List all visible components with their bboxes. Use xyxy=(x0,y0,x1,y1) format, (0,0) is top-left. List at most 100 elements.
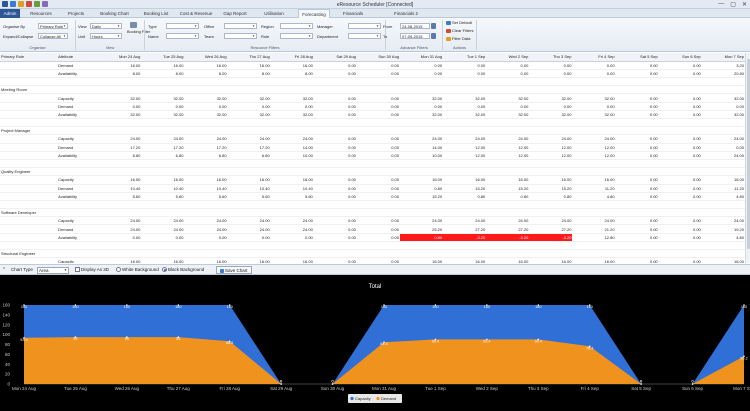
value-cell[interactable] xyxy=(443,118,487,128)
value-cell[interactable]: 10.00 xyxy=(270,151,314,160)
attribute-cell[interactable] xyxy=(57,85,99,95)
value-cell[interactable]: 16.00 xyxy=(270,61,314,70)
value-cell[interactable]: 4.80 xyxy=(701,233,745,242)
value-cell[interactable]: 0.00 xyxy=(615,102,659,111)
value-cell[interactable]: 24.00 xyxy=(400,216,444,226)
legend-item-demand[interactable]: Demand xyxy=(381,396,396,401)
tab-admin[interactable]: Admin xyxy=(0,9,20,18)
value-cell[interactable]: 32.00 xyxy=(270,110,314,120)
attribute-cell[interactable]: Capacity xyxy=(57,216,99,226)
team-select[interactable]: ▼ xyxy=(224,33,257,39)
role-cell[interactable] xyxy=(0,233,58,242)
value-cell[interactable] xyxy=(486,159,530,169)
expand-collapse-select[interactable]: Collapse All ▼ xyxy=(38,33,68,39)
value-cell[interactable] xyxy=(615,159,659,169)
value-cell[interactable]: 0.00 xyxy=(400,69,444,79)
value-cell[interactable] xyxy=(141,85,185,95)
value-cell[interactable]: 0.00 xyxy=(356,102,401,111)
value-cell[interactable]: 0.80 xyxy=(486,192,530,201)
value-cell[interactable]: 0.00 xyxy=(615,224,659,234)
save-chart-button[interactable]: Save Chart xyxy=(216,266,252,274)
value-cell[interactable]: 25.20 xyxy=(400,224,444,234)
value-cell[interactable]: 0.00 xyxy=(400,61,444,70)
value-cell[interactable]: 16.00 xyxy=(443,257,487,263)
column-header-date[interactable]: Fri 4 Sep xyxy=(572,53,616,62)
set-default-button[interactable]: Set Default xyxy=(446,20,472,25)
value-cell[interactable]: 24.00 xyxy=(98,134,142,144)
value-cell[interactable] xyxy=(313,241,357,251)
value-cell[interactable]: 0.00 xyxy=(313,257,357,263)
black-background-radio[interactable]: Black Background xyxy=(162,267,204,273)
attribute-cell[interactable] xyxy=(57,249,99,259)
value-cell[interactable]: 0.00 xyxy=(313,134,357,144)
value-cell[interactable]: 0.00 xyxy=(572,69,616,79)
value-cell[interactable] xyxy=(701,118,745,128)
value-cell[interactable] xyxy=(227,208,271,218)
value-cell[interactable]: 0.80 xyxy=(529,192,573,201)
value-cell[interactable] xyxy=(98,208,142,218)
value-cell[interactable] xyxy=(141,208,185,218)
open-folder-icon[interactable] xyxy=(18,1,24,7)
value-cell[interactable] xyxy=(486,200,530,210)
value-cell[interactable]: 24.00 xyxy=(141,134,185,144)
value-cell[interactable]: 16.00 xyxy=(701,257,745,263)
save-icon[interactable] xyxy=(10,1,16,7)
value-cell[interactable]: 0.00 xyxy=(141,233,185,242)
value-cell[interactable] xyxy=(184,200,228,210)
scrollbar-thumb[interactable] xyxy=(747,59,750,249)
value-cell[interactable] xyxy=(443,85,487,95)
attribute-cell[interactable]: Capacity xyxy=(57,134,99,144)
value-cell[interactable] xyxy=(572,208,616,218)
value-cell[interactable]: 0.00 xyxy=(615,143,659,152)
value-cell[interactable] xyxy=(313,118,357,128)
column-header-date[interactable]: Mon 31 Aug xyxy=(400,53,444,62)
value-cell[interactable] xyxy=(486,77,530,87)
value-cell[interactable]: 16.00 xyxy=(141,257,185,263)
value-cell[interactable]: 0.00 xyxy=(313,216,357,226)
role-cell[interactable] xyxy=(0,134,58,144)
value-cell[interactable] xyxy=(270,200,314,210)
value-cell[interactable] xyxy=(141,249,185,259)
value-cell[interactable]: 16.00 xyxy=(270,257,314,263)
role-cell[interactable] xyxy=(0,69,58,79)
value-cell[interactable] xyxy=(270,118,314,128)
value-cell[interactable] xyxy=(572,159,616,169)
value-cell[interactable] xyxy=(486,241,530,251)
value-cell[interactable] xyxy=(443,167,487,177)
value-cell[interactable] xyxy=(227,118,271,128)
print-icon[interactable] xyxy=(26,1,32,7)
calendar-icon[interactable] xyxy=(431,33,436,39)
value-cell[interactable]: 0.00 xyxy=(313,110,357,120)
value-cell[interactable] xyxy=(270,241,314,251)
attribute-cell[interactable] xyxy=(57,118,99,128)
attribute-cell[interactable]: Demand xyxy=(57,143,99,152)
value-cell[interactable] xyxy=(227,85,271,95)
role-cell[interactable] xyxy=(0,118,58,128)
value-cell[interactable]: 0.00 xyxy=(658,216,702,226)
value-cell[interactable]: 0.00 xyxy=(529,69,573,79)
tab-cost-revenue[interactable]: Cost & Revenue xyxy=(179,11,213,16)
value-cell[interactable] xyxy=(615,208,659,218)
value-cell[interactable] xyxy=(572,126,616,136)
value-cell[interactable] xyxy=(313,208,357,218)
value-cell[interactable]: 0.00 xyxy=(658,233,702,242)
value-cell[interactable]: 12.00 xyxy=(572,143,616,152)
value-cell[interactable]: 32.00 xyxy=(486,93,530,103)
value-cell[interactable] xyxy=(141,167,185,177)
value-cell[interactable]: 0.00 xyxy=(313,143,357,152)
value-cell[interactable]: 0.00 xyxy=(141,102,185,111)
value-cell[interactable] xyxy=(356,167,401,177)
value-cell[interactable]: 0.00 xyxy=(270,233,314,242)
role-cell[interactable] xyxy=(0,77,58,87)
value-cell[interactable] xyxy=(529,167,573,177)
value-cell[interactable]: 32.00 xyxy=(227,110,271,120)
tab-projects[interactable]: Projects xyxy=(67,11,85,16)
region-select[interactable]: ▼ xyxy=(280,23,313,29)
view-select[interactable]: Daily ▼ xyxy=(90,23,122,29)
value-cell[interactable] xyxy=(658,118,702,128)
role-cell[interactable] xyxy=(0,216,58,226)
value-cell[interactable] xyxy=(98,159,142,169)
column-header-date[interactable]: Mon 24 Aug xyxy=(98,53,142,62)
value-cell[interactable]: 32.00 xyxy=(400,110,444,120)
value-cell[interactable]: 16.00 xyxy=(227,61,271,70)
